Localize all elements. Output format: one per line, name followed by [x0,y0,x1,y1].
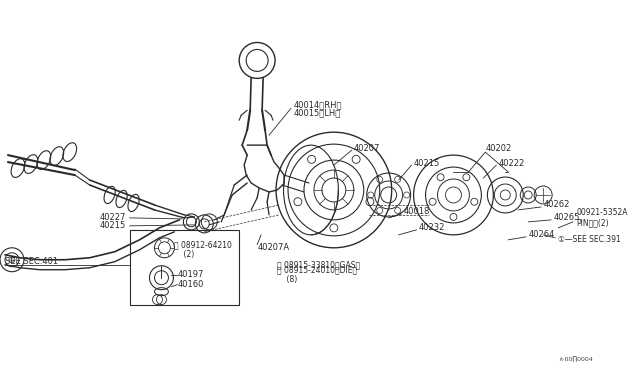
Text: 40215: 40215 [413,158,440,167]
Text: 40232: 40232 [419,223,445,232]
Text: ①—SEE SEC.391: ①—SEE SEC.391 [558,235,621,244]
Text: 40227: 40227 [100,214,126,222]
Circle shape [9,257,15,263]
Text: 40018: 40018 [404,208,430,217]
Text: 40264: 40264 [528,230,555,239]
Text: Ⓝ 08912-64210
    (2): Ⓝ 08912-64210 (2) [175,240,232,260]
Bar [129,230,239,305]
Text: 40222: 40222 [499,158,525,167]
Text: SEE SEC.401: SEE SEC.401 [5,257,58,266]
Text: 40265: 40265 [553,214,579,222]
Text: 40215: 40215 [100,221,126,230]
Text: 40014〈RH〉: 40014〈RH〉 [294,101,342,110]
Text: 40207A: 40207A [257,243,289,252]
Text: 40197: 40197 [177,270,204,279]
Text: 00921-5352A
PINビ〉(2): 00921-5352A PINビ〉(2) [576,208,628,228]
Text: ∧·00∏0004: ∧·00∏0004 [558,357,593,362]
Text: 40207: 40207 [354,144,380,153]
Text: Ⓝ 08915-33810〈GAS〉: Ⓝ 08915-33810〈GAS〉 [277,260,360,269]
Text: 40262: 40262 [543,201,570,209]
Text: Ⓝ 08915-24010〈DIE〉
    (8): Ⓝ 08915-24010〈DIE〉 (8) [277,265,357,285]
Text: 40202: 40202 [485,144,511,153]
Text: 40015〈LH〉: 40015〈LH〉 [294,109,341,118]
Text: 40160: 40160 [177,280,204,289]
